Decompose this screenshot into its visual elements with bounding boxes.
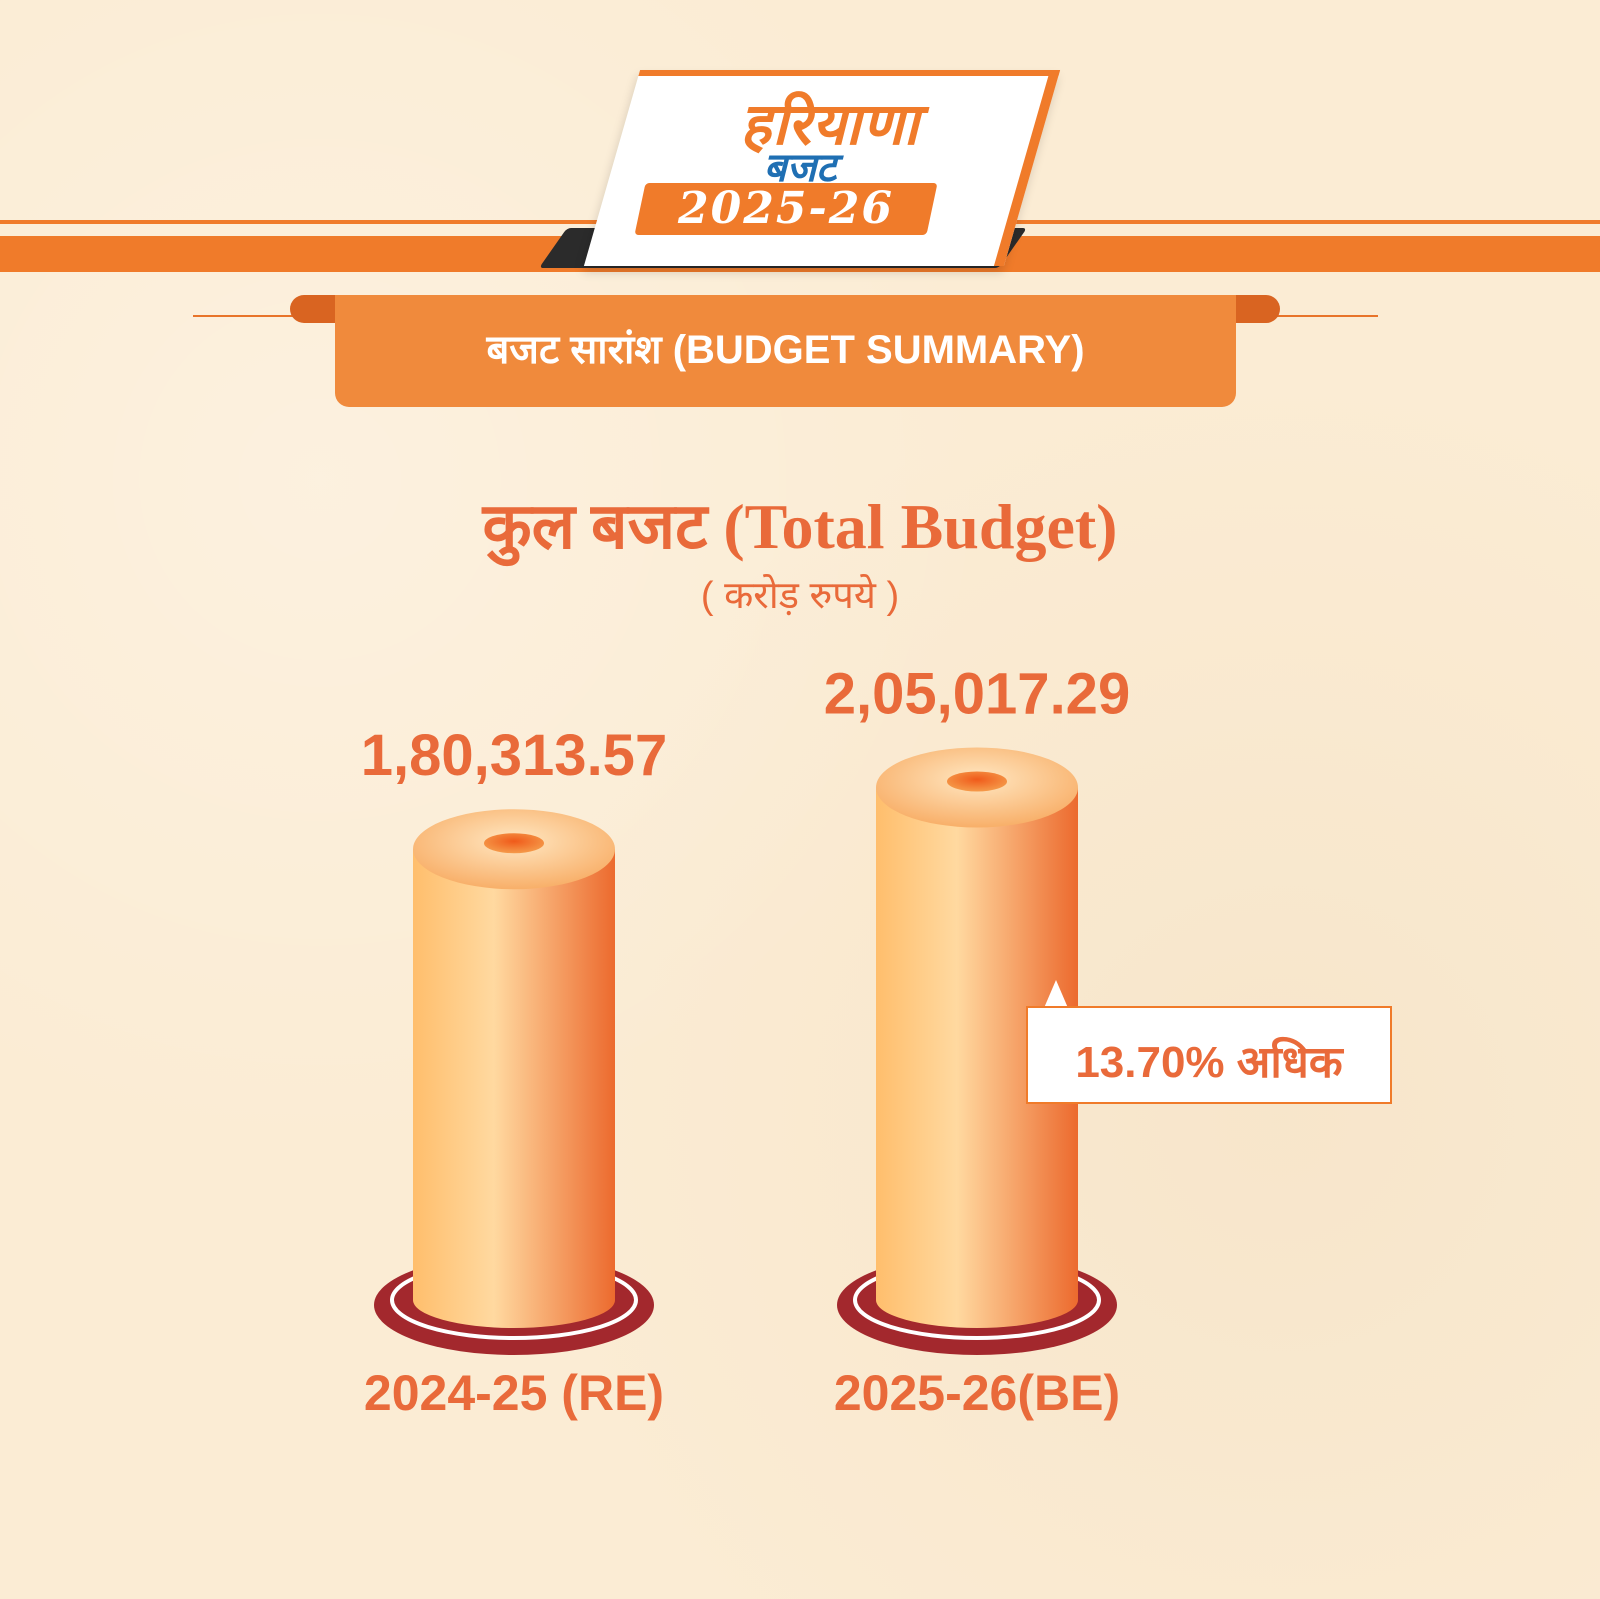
- callout-pointer: [1044, 980, 1068, 1008]
- banner-curl-left: [290, 295, 340, 323]
- bar-value-label: 2,05,017.29: [824, 661, 1130, 726]
- chart-title: कुल बजट (Total Budget): [482, 491, 1118, 562]
- section-banner: [335, 295, 1236, 407]
- bar-cylinder-hole: [947, 771, 1007, 792]
- bar-category-label: 2025-26(BE): [834, 1365, 1120, 1421]
- bar-cylinder: [413, 849, 615, 1328]
- bar-cylinder-hole: [484, 833, 544, 854]
- logo-year: 2025-26: [678, 183, 894, 234]
- chart-subtitle: ( करोड़ रुपये ): [700, 575, 900, 617]
- logo-title: हरियाणा: [740, 90, 920, 158]
- bar-cylinder: [876, 787, 1078, 1328]
- bar-category-label: 2024-25 (RE): [364, 1365, 664, 1421]
- growth-callout-text: 13.70% अधिक: [1075, 1038, 1343, 1087]
- section-banner-text: बजट सारांश (BUDGET SUMMARY): [486, 328, 1085, 372]
- growth-callout: [1026, 1006, 1392, 1104]
- bar-value-label: 1,80,313.57: [361, 723, 667, 788]
- banner-curl-right: [1230, 295, 1280, 323]
